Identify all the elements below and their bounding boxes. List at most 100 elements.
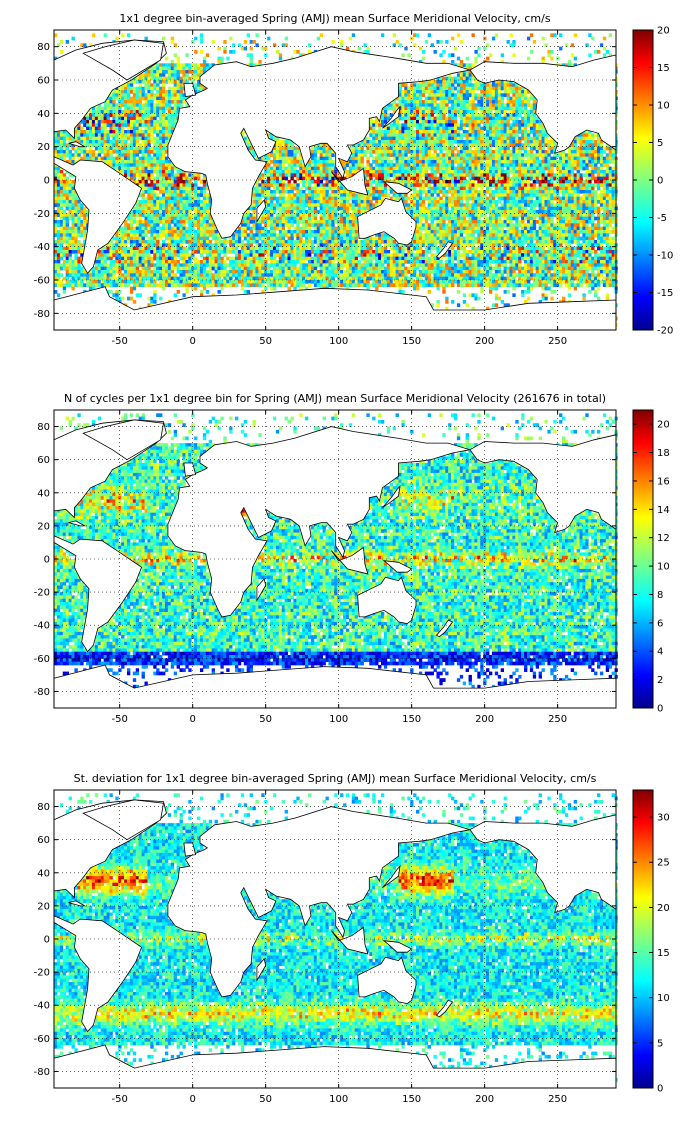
heatmap-cell <box>547 140 551 144</box>
heatmap-cell <box>59 203 64 208</box>
heatmap-cell <box>541 180 545 184</box>
heatmap-cell <box>156 136 160 141</box>
heatmap-cell <box>471 116 475 121</box>
heatmap-cell <box>477 103 481 108</box>
heatmap-cell <box>170 173 175 178</box>
heatmap-cell <box>141 140 145 144</box>
heatmap-cell <box>494 83 499 88</box>
heatmap-cell <box>59 173 64 178</box>
heatmap-cell <box>541 206 545 211</box>
heatmap-cell <box>591 203 595 208</box>
heatmap-cell <box>480 163 484 168</box>
heatmap-cell <box>521 116 525 121</box>
heatmap-cell <box>144 196 148 201</box>
heatmap-cell <box>509 83 513 88</box>
heatmap-cell <box>147 200 151 204</box>
heatmap-cell <box>386 176 391 181</box>
heatmap-cell <box>459 163 464 168</box>
heatmap-cell <box>471 160 475 164</box>
heatmap-cell <box>608 146 613 151</box>
heatmap-cell <box>378 133 382 138</box>
heatmap-cell <box>486 190 490 194</box>
heatmap-cell <box>287 146 291 151</box>
heatmap-cell <box>591 160 595 164</box>
heatmap-cell <box>442 90 446 94</box>
heatmap-cell <box>272 160 277 164</box>
heatmap-cell <box>103 146 107 151</box>
heatmap-cell <box>427 133 432 138</box>
heatmap-cell <box>489 193 493 198</box>
heatmap-cell <box>436 106 440 111</box>
heatmap-cell <box>378 183 382 188</box>
heatmap-cell <box>153 190 157 194</box>
heatmap-cell <box>147 113 151 118</box>
heatmap-cell <box>585 200 589 204</box>
heatmap-cell <box>188 200 192 204</box>
heatmap-cell <box>506 176 510 181</box>
heatmap-cell <box>156 210 160 214</box>
heatmap-cell <box>436 143 440 148</box>
heatmap-cell <box>500 166 504 171</box>
heatmap-cell <box>115 113 119 118</box>
chart-title: 1x1 degree bin-averaged Spring (AMJ) mea… <box>119 12 550 25</box>
heatmap-cell <box>322 146 326 151</box>
heatmap-cell <box>553 193 557 198</box>
heatmap-cell <box>77 196 81 201</box>
heatmap-cell <box>480 193 484 198</box>
heatmap-cell <box>448 170 452 174</box>
heatmap-cell <box>395 140 399 144</box>
heatmap-cell <box>153 120 157 124</box>
heatmap-cell <box>509 186 513 191</box>
heatmap-cell <box>418 176 423 181</box>
heatmap-cell <box>515 176 519 181</box>
heatmap-cell <box>462 206 467 211</box>
heatmap-cell <box>153 66 157 71</box>
heatmap-cell <box>194 206 198 211</box>
heatmap-cell <box>465 210 469 214</box>
heatmap-cell <box>439 40 443 44</box>
heatmap-cell <box>445 200 449 204</box>
heatmap-cell <box>471 200 475 204</box>
heatmap-cell <box>395 40 399 44</box>
heatmap-cell <box>86 136 90 141</box>
heatmap-cell <box>56 173 61 178</box>
heatmap-cell <box>442 206 446 211</box>
heatmap-cell <box>561 206 566 211</box>
heatmap-cell <box>395 136 399 141</box>
heatmap-cell <box>153 143 157 148</box>
heatmap-cell <box>275 173 280 178</box>
heatmap-cell <box>541 56 545 61</box>
heatmap-cell <box>121 136 125 141</box>
heatmap-cell <box>477 123 481 128</box>
heatmap-cell <box>497 83 502 88</box>
heatmap-cell <box>126 116 131 121</box>
heatmap-cell <box>521 193 525 198</box>
heatmap-cell <box>605 153 610 158</box>
heatmap-cell <box>570 160 575 164</box>
heatmap-cell <box>427 33 432 38</box>
heatmap-cell <box>383 166 388 171</box>
heatmap-cell <box>410 146 414 151</box>
heatmap-cell <box>363 210 367 214</box>
heatmap-cell <box>541 186 545 191</box>
heatmap-cell <box>491 183 496 188</box>
heatmap-cell <box>202 86 207 91</box>
heatmap-cell <box>503 140 507 144</box>
heatmap-cell <box>532 106 537 111</box>
heatmap-cell <box>386 173 391 178</box>
heatmap-cell <box>445 100 449 104</box>
heatmap-cell <box>223 46 227 51</box>
heatmap-cell <box>389 146 394 151</box>
heatmap-cell <box>436 86 440 91</box>
heatmap-cell <box>500 106 504 111</box>
heatmap-cell <box>553 160 557 164</box>
heatmap-cell <box>439 120 443 124</box>
heatmap-cell <box>194 90 198 94</box>
heatmap-cell <box>383 113 388 118</box>
heatmap-cell <box>54 170 58 174</box>
heatmap-cell <box>550 136 554 141</box>
heatmap-cell <box>532 140 537 144</box>
heatmap-cell <box>319 213 323 218</box>
heatmap-cell <box>156 120 160 124</box>
heatmap-cell <box>608 173 613 178</box>
